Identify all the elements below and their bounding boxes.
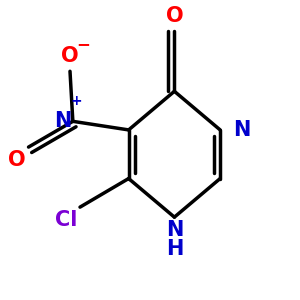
Text: +: + [70, 94, 82, 109]
Text: N: N [166, 220, 183, 240]
Text: N: N [54, 111, 71, 131]
Text: O: O [8, 150, 26, 170]
Text: O: O [166, 5, 183, 26]
Text: −: − [76, 35, 90, 53]
Text: O: O [61, 46, 79, 66]
Text: H: H [166, 238, 183, 259]
Text: Cl: Cl [55, 210, 77, 230]
Text: N: N [233, 120, 250, 140]
